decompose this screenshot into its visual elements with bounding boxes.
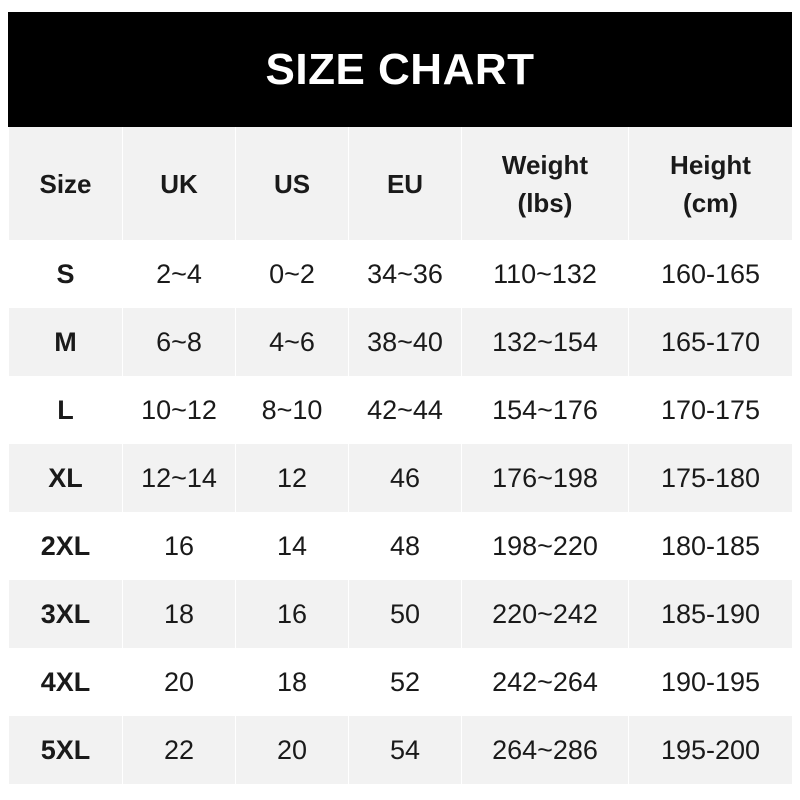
table-cell: 16 [235, 580, 349, 648]
table-cell: 12~14 [122, 444, 236, 512]
table-cell: 20 [235, 716, 349, 784]
column-header-label: US [273, 168, 311, 199]
table-cell: 165-170 [628, 308, 793, 376]
table-cell: 175-180 [628, 444, 793, 512]
table-row: 4XL 20 18 52 242~264 190-195 [8, 648, 793, 716]
table-cell: 2~4 [122, 240, 236, 308]
table-cell: 185-190 [628, 580, 793, 648]
table-cell: 48 [348, 512, 462, 580]
column-header: Size [8, 127, 123, 240]
table-cell: 16 [122, 512, 236, 580]
table-row: 3XL 18 16 50 220~242 185-190 [8, 580, 793, 648]
table-cell: 170-175 [628, 376, 793, 444]
table-cell: 38~40 [348, 308, 462, 376]
size-cell: 5XL [8, 716, 123, 784]
table-row: 5XL 22 20 54 264~286 195-200 [8, 716, 793, 784]
table-cell: 52 [348, 648, 462, 716]
table-cell: 242~264 [461, 648, 629, 716]
table-cell: 42~44 [348, 376, 462, 444]
table-row: 2XL 16 14 48 198~220 180-185 [8, 512, 793, 580]
table-cell: 195-200 [628, 716, 793, 784]
table-cell: 180-185 [628, 512, 793, 580]
column-header-label: (lbs) [517, 187, 573, 218]
table-cell: 110~132 [461, 240, 629, 308]
table-cell: 198~220 [461, 512, 629, 580]
table-cell: 160-165 [628, 240, 793, 308]
size-cell: S [8, 240, 123, 308]
size-cell: M [8, 308, 123, 376]
table-cell: 4~6 [235, 308, 349, 376]
table-cell: 8~10 [235, 376, 349, 444]
column-header-label: Size [39, 168, 92, 199]
column-header-label: EU [386, 168, 424, 199]
table-cell: 12 [235, 444, 349, 512]
column-header: US [235, 127, 349, 240]
table-row: XL 12~14 12 46 176~198 175-180 [8, 444, 793, 512]
table-cell: 46 [348, 444, 462, 512]
table-cell: 14 [235, 512, 349, 580]
table-cell: 22 [122, 716, 236, 784]
size-cell: 4XL [8, 648, 123, 716]
table-cell: 132~154 [461, 308, 629, 376]
column-header-label: (cm) [683, 187, 738, 218]
table-cell: 10~12 [122, 376, 236, 444]
table-cell: 264~286 [461, 716, 629, 784]
table-cell: 176~198 [461, 444, 629, 512]
table-cell: 190-195 [628, 648, 793, 716]
column-header-label: Weight [501, 149, 589, 180]
size-cell: 3XL [8, 580, 123, 648]
column-header: Height (cm) [628, 127, 793, 240]
table-row: M 6~8 4~6 38~40 132~154 165-170 [8, 308, 793, 376]
table-cell: 220~242 [461, 580, 629, 648]
table-row: S 2~4 0~2 34~36 110~132 160-165 [8, 240, 793, 308]
size-cell: L [8, 376, 123, 444]
table-cell: 154~176 [461, 376, 629, 444]
size-chart-table: Size UK US EU Weight (lbs) Height (cm) S 2~4 0~2 3… [8, 127, 793, 784]
column-header-label: UK [160, 168, 198, 199]
table-row: L 10~12 8~10 42~44 154~176 170-175 [8, 376, 793, 444]
table-cell: 54 [348, 716, 462, 784]
table-cell: 6~8 [122, 308, 236, 376]
table-cell: 20 [122, 648, 236, 716]
table-cell: 34~36 [348, 240, 462, 308]
column-header: UK [122, 127, 236, 240]
column-header: EU [348, 127, 462, 240]
table-cell: 18 [122, 580, 236, 648]
table-cell: 0~2 [235, 240, 349, 308]
size-cell: XL [8, 444, 123, 512]
page-title: SIZE CHART [8, 12, 792, 127]
header-row: Size UK US EU Weight (lbs) Height (cm) [8, 127, 793, 240]
size-cell: 2XL [8, 512, 123, 580]
table-cell: 50 [348, 580, 462, 648]
column-header: Weight (lbs) [461, 127, 629, 240]
column-header-label: Height [670, 149, 751, 180]
table-cell: 18 [235, 648, 349, 716]
